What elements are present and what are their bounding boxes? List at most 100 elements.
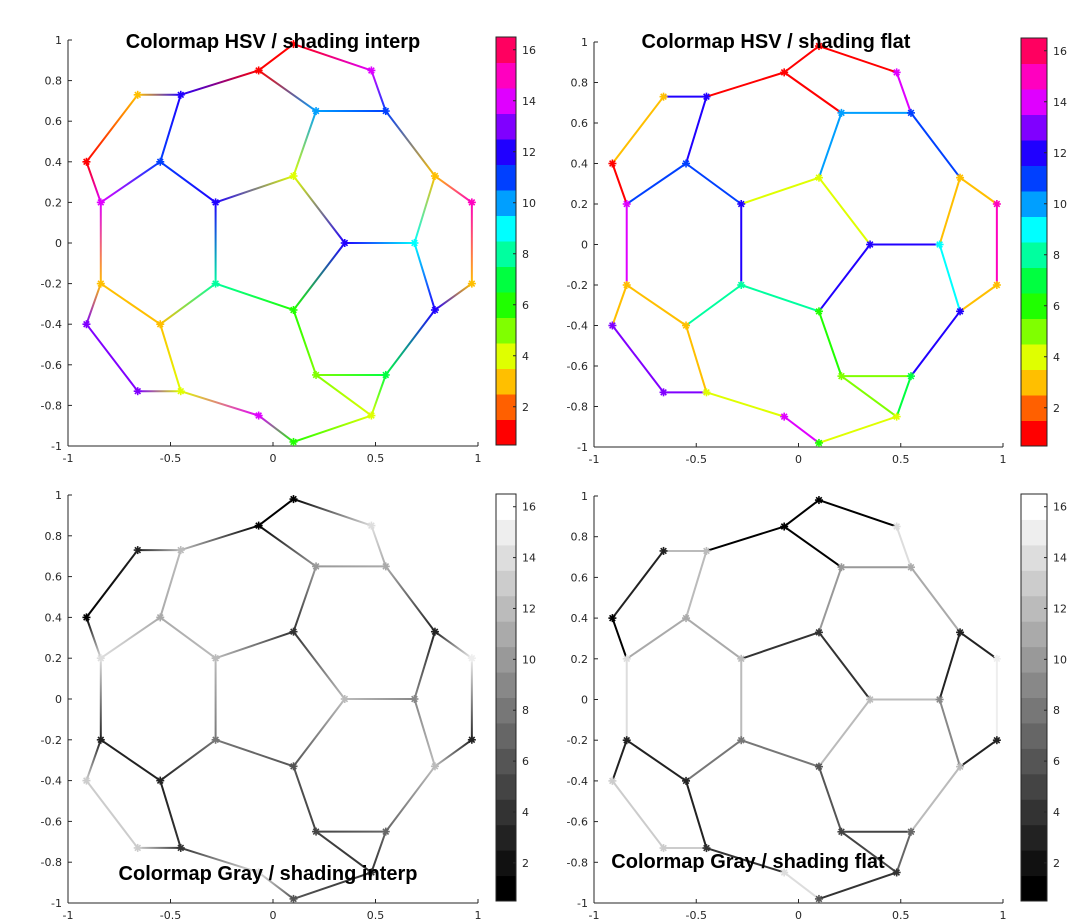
y-tick-label: 1	[55, 489, 62, 502]
y-tick-label: -0.2	[41, 734, 62, 747]
y-tick-label: 1	[581, 490, 588, 503]
colorbar-swatch	[496, 875, 516, 902]
colorbar-tick-label: 8	[1053, 249, 1060, 262]
colorbar-frame	[1020, 37, 1048, 447]
colorbar-swatch	[1021, 293, 1047, 319]
colorbar-swatch	[1021, 824, 1047, 851]
graph-edge	[180, 390, 259, 417]
y-tick-label: 0.6	[571, 571, 589, 584]
graph-edge	[938, 177, 962, 245]
graph-edge	[413, 242, 436, 311]
colorbar-tick-label: 4	[1053, 806, 1060, 819]
graph-edge	[895, 831, 912, 873]
graph-node-marker	[956, 307, 965, 316]
graph-node-marker	[381, 562, 390, 571]
graph-node-marker	[814, 894, 823, 903]
y-tick-label: -0.8	[567, 401, 588, 414]
graph-edge	[85, 739, 102, 781]
colorbar-swatch	[1021, 165, 1047, 192]
graph-node-marker	[702, 546, 711, 555]
graph-edge	[85, 779, 139, 849]
graph-edge	[685, 739, 742, 782]
colorbar-tick-label: 6	[522, 755, 529, 768]
x-tick-label: 0.5	[367, 909, 385, 920]
graph-edge	[783, 45, 820, 74]
graph-edge	[215, 282, 294, 311]
graph-node-marker	[467, 279, 476, 288]
graph-node-marker	[780, 412, 789, 421]
graph-edge	[611, 617, 628, 660]
graph-edge	[818, 566, 843, 633]
graph-node-marker	[737, 281, 746, 289]
graph-edge	[100, 160, 161, 204]
y-tick-label: 0	[55, 693, 62, 706]
graph-node-marker	[82, 157, 91, 166]
graph-node-marker	[682, 776, 691, 785]
colorbar-tick-label: 6	[522, 299, 529, 312]
graph-node-marker	[381, 107, 390, 116]
colorbar-swatch	[1021, 89, 1047, 115]
graph-edge	[159, 94, 182, 163]
graph-edge	[258, 498, 295, 527]
colorbar-tick-label: 16	[522, 44, 536, 57]
colorbar-swatch	[496, 570, 516, 597]
graph-edge	[85, 323, 139, 392]
x-tick-label: -0.5	[686, 909, 707, 920]
graph-edge	[611, 550, 665, 619]
graph-node-marker	[906, 108, 915, 117]
colorbar-tick-label: 12	[1053, 147, 1067, 160]
graph-node-marker	[289, 305, 298, 314]
graph-node-marker	[935, 240, 944, 249]
graph-edge	[910, 566, 961, 633]
colorbar-swatch	[496, 113, 516, 140]
graph-node-marker	[608, 776, 617, 785]
y-tick-label: 0	[55, 237, 62, 250]
graph-node-marker	[906, 563, 915, 572]
y-tick-label: -1	[51, 897, 62, 910]
colorbar-swatch	[496, 697, 516, 724]
graph-node-marker	[367, 66, 376, 75]
graph-edge	[85, 617, 102, 659]
graph-edge	[626, 284, 687, 327]
colorbar-tick-label: 4	[1053, 351, 1060, 364]
graph-edge	[258, 524, 317, 568]
y-tick-label: 0.4	[571, 158, 589, 171]
graph-node-marker	[367, 868, 376, 877]
colorbar-swatch	[496, 621, 516, 648]
y-tick-label: 0.8	[45, 530, 63, 543]
graph-node-marker	[156, 157, 165, 166]
graph-node-marker	[430, 172, 439, 181]
graph-node-marker	[289, 894, 298, 903]
y-tick-label: -0.8	[567, 856, 588, 869]
y-tick-label: -0.2	[567, 279, 588, 292]
graph-node-marker	[682, 159, 691, 168]
graph-edge	[384, 765, 436, 833]
graph-edge	[180, 69, 259, 96]
graph-edge	[159, 323, 182, 392]
colorbar-tick-label: 16	[522, 501, 536, 514]
graph-edge	[685, 325, 708, 393]
y-tick-label: -0.8	[41, 399, 62, 412]
graph-node-marker	[289, 495, 298, 504]
graph-edge	[293, 43, 372, 72]
x-tick-label: 0.5	[892, 909, 910, 920]
y-tick-label: 1	[55, 34, 62, 47]
colorbar-swatch	[1021, 722, 1047, 749]
graph-node-marker	[467, 735, 476, 744]
y-tick-label: 0	[581, 239, 588, 252]
graph-edge	[85, 161, 102, 203]
graph-edge	[706, 391, 785, 418]
graph-edge	[740, 284, 820, 313]
graph-node-marker	[381, 370, 390, 379]
y-tick-label: -0.4	[41, 318, 62, 331]
graph-node-marker	[430, 627, 439, 636]
colorbar-tick-label: 10	[522, 653, 536, 666]
graph-edge	[818, 499, 897, 528]
colorbar-swatch	[1021, 519, 1047, 546]
graph-node-marker	[737, 200, 746, 208]
graph-edge	[910, 766, 961, 833]
graph-edge	[959, 176, 998, 205]
y-tick-label: 0	[581, 694, 588, 707]
graph-edge	[180, 846, 259, 874]
